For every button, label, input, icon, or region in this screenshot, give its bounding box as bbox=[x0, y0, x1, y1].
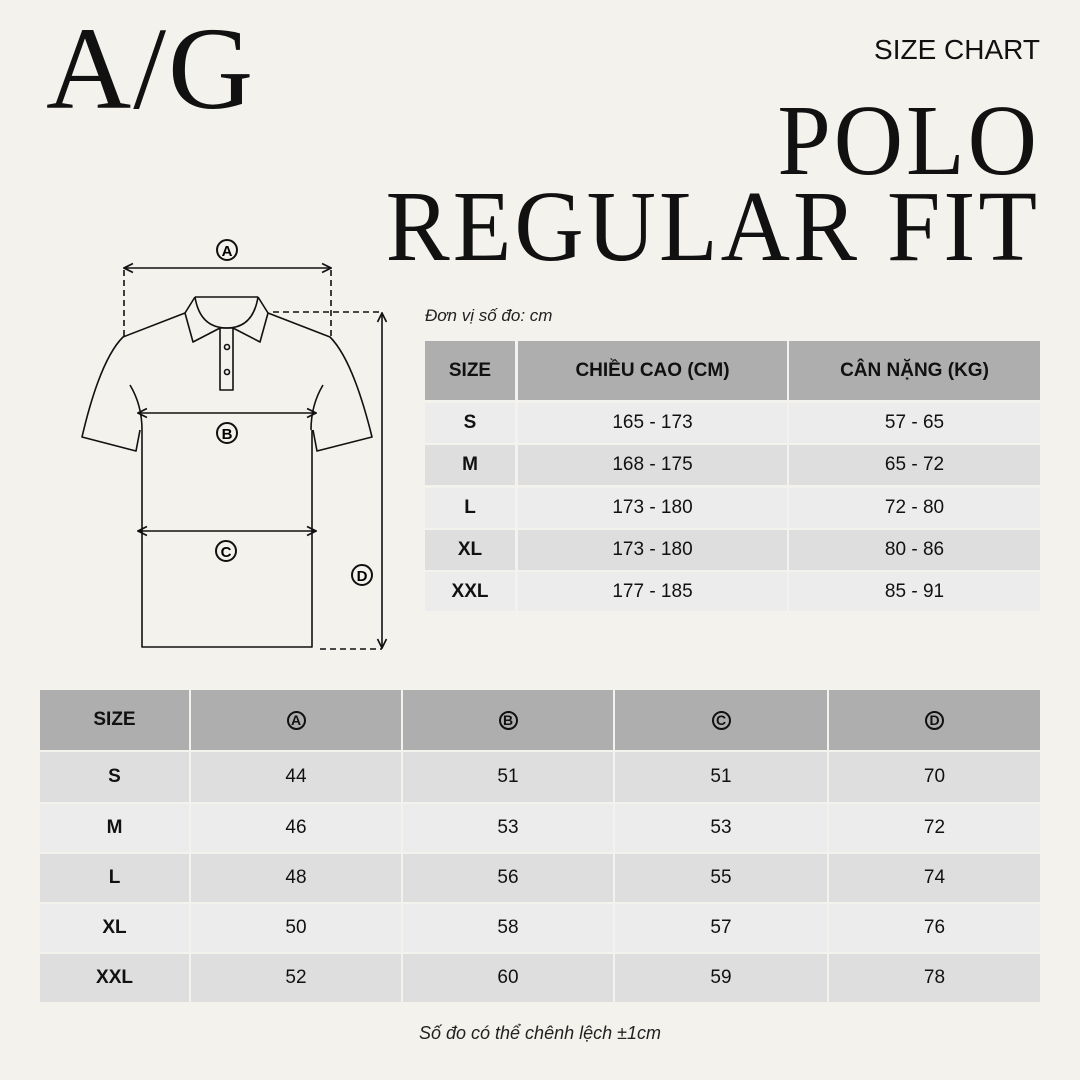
table-cell: 52 bbox=[191, 954, 401, 1002]
svg-text:B: B bbox=[222, 426, 233, 443]
measure-label-icon: D bbox=[925, 710, 944, 730]
table-cell: XL bbox=[425, 530, 515, 570]
table-cell: L bbox=[425, 488, 515, 528]
table-cell: 74 bbox=[829, 854, 1040, 902]
table-cell: 60 bbox=[403, 954, 613, 1002]
table-cell: 58 bbox=[403, 904, 613, 952]
table-cell: M bbox=[425, 445, 515, 485]
header-cell: A bbox=[191, 690, 401, 750]
header-cell: CHIỀU CAO (CM) bbox=[518, 341, 787, 400]
label-c: C bbox=[215, 540, 237, 562]
table-cell: 80 - 86 bbox=[789, 530, 1040, 570]
table-cell: 70 bbox=[829, 752, 1040, 802]
header-cell: D bbox=[829, 690, 1040, 750]
table-cell: 48 bbox=[191, 854, 401, 902]
table-cell: 177 - 185 bbox=[518, 572, 787, 611]
polo-shirt-diagram: A B C D bbox=[81, 239, 420, 650]
table-cell: 76 bbox=[829, 904, 1040, 952]
table-cell: 168 - 175 bbox=[518, 445, 787, 485]
table-cell: 50 bbox=[191, 904, 401, 952]
table-cell: 51 bbox=[615, 752, 827, 802]
header-cell: SIZE bbox=[40, 690, 189, 750]
table-cell: 56 bbox=[403, 854, 613, 902]
table-cell: 46 bbox=[191, 804, 401, 852]
table-cell: 72 - 80 bbox=[789, 488, 1040, 528]
header-cell: CÂN NẶNG (KG) bbox=[789, 341, 1040, 400]
tolerance-note: Số đo có thể chênh lệch ±1cm bbox=[418, 1023, 662, 1043]
table-cell: 57 - 65 bbox=[789, 403, 1040, 443]
table-cell: 53 bbox=[403, 804, 613, 852]
svg-text:C: C bbox=[221, 544, 232, 561]
brand-logo: A/G bbox=[46, 3, 256, 134]
table-cell: 57 bbox=[615, 904, 827, 952]
measure-label-icon: B bbox=[498, 710, 518, 730]
size-chart-label: SIZE CHART bbox=[874, 34, 1040, 65]
table-cell: 173 - 180 bbox=[518, 488, 787, 528]
header-cell: C bbox=[615, 690, 827, 750]
label-a: A bbox=[216, 239, 238, 261]
table-cell: 65 - 72 bbox=[789, 445, 1040, 485]
measure-label-icon: C bbox=[711, 710, 731, 730]
table-cell: 55 bbox=[615, 854, 827, 902]
label-b: B bbox=[216, 422, 238, 444]
svg-text:A: A bbox=[222, 243, 233, 260]
svg-text:D: D bbox=[357, 568, 368, 585]
product-title-line2: REGULAR FIT bbox=[385, 169, 1040, 283]
header-cell: SIZE bbox=[425, 341, 515, 400]
table-cell: XXL bbox=[425, 572, 515, 611]
table-cell: 59 bbox=[615, 954, 827, 1002]
header-cell: B bbox=[403, 690, 613, 750]
table-cell: 165 - 173 bbox=[518, 403, 787, 443]
label-d: D bbox=[351, 564, 373, 586]
table-cell: XXL bbox=[40, 954, 189, 1002]
table-cell: XL bbox=[40, 904, 189, 952]
table-cell: 78 bbox=[829, 954, 1040, 1002]
product-title-line1: POLO bbox=[777, 83, 1040, 197]
table-cell: L bbox=[40, 854, 189, 902]
unit-note: Đơn vị số đo: cm bbox=[425, 306, 553, 325]
table-cell: S bbox=[40, 752, 189, 802]
table-cell: 72 bbox=[829, 804, 1040, 852]
table-cell: 44 bbox=[191, 752, 401, 802]
table-cell: 51 bbox=[403, 752, 613, 802]
measure-label-icon: A bbox=[286, 710, 306, 730]
table-cell: M bbox=[40, 804, 189, 852]
table-cell: 85 - 91 bbox=[789, 572, 1040, 611]
table-cell: 53 bbox=[615, 804, 827, 852]
table-cell: S bbox=[425, 403, 515, 443]
table-cell: 173 - 180 bbox=[518, 530, 787, 570]
